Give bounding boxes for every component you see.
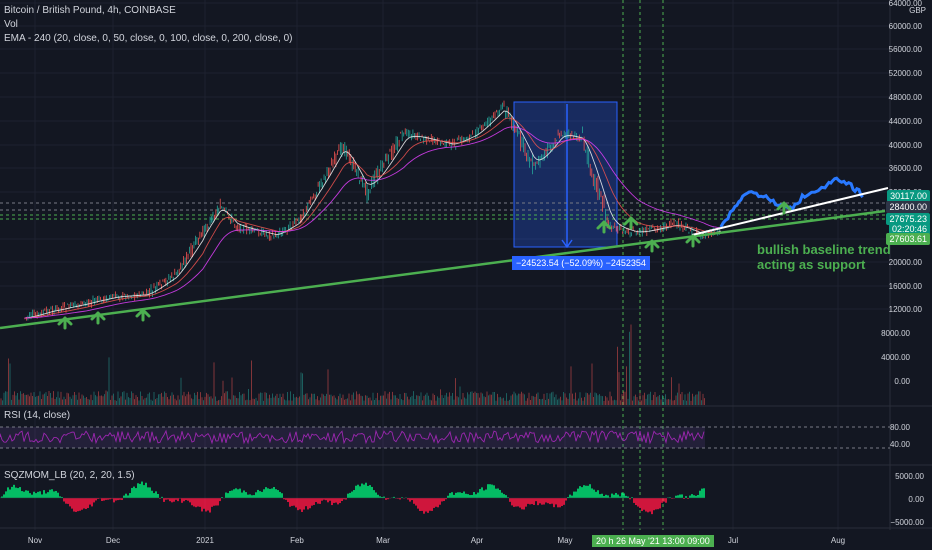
price-tag: 02:20:46 xyxy=(888,223,930,235)
support-arrow xyxy=(57,316,73,330)
price-tick-label: 20000.00 xyxy=(889,258,923,267)
price-tick-label: 64000.00 xyxy=(889,0,923,8)
support-arrow xyxy=(644,239,660,253)
measure-label: −24523.54 (−52.09%) −2452354 xyxy=(512,256,650,270)
price-tick-label: 12000.00 xyxy=(889,305,923,314)
sqz-tick-label: −5000.00 xyxy=(890,518,924,527)
support-arrow xyxy=(90,311,106,325)
rsi-tick-label: 40.00 xyxy=(890,440,911,449)
ema-label: EMA - 240 (20, close, 0, 50, close, 0, 1… xyxy=(4,33,293,44)
annotation-line-1: bullish baseline trend xyxy=(757,242,891,257)
price-tick-label: 48000.00 xyxy=(889,93,923,102)
price-tick-label: 16000.00 xyxy=(889,282,923,291)
volume-tick-label: 4000.00 xyxy=(881,353,910,362)
x-tick-label: Nov xyxy=(28,536,42,545)
price-tick-label: 36000.00 xyxy=(889,164,923,173)
support-arrow xyxy=(596,220,612,234)
price-tick-label: 40000.00 xyxy=(889,141,923,150)
annotation-line-2: acting as support xyxy=(757,257,866,272)
x-tick-label: 2021 xyxy=(196,536,214,545)
measure-box xyxy=(513,101,618,248)
price-tick-label: 44000.00 xyxy=(889,117,923,126)
sqz-tick-label: 0.00 xyxy=(908,495,924,504)
support-arrow xyxy=(685,234,701,248)
rsi-label: RSI (14, close) xyxy=(4,410,71,421)
support-arrow xyxy=(776,201,792,215)
support-arrow xyxy=(135,308,151,322)
rsi-tick-label: 80.00 xyxy=(890,423,911,432)
x-tick-label: Aug xyxy=(831,536,845,545)
price-tag: 30117.00 xyxy=(887,190,930,202)
volume-tick-label: 0.00 xyxy=(894,377,910,386)
price-tick-label: 60000.00 xyxy=(889,22,923,31)
upper-trendline xyxy=(691,187,889,236)
time-tag: 20 h 26 May '21 13:00 09:00 xyxy=(592,535,714,547)
rsi-line xyxy=(0,429,705,445)
currency-label: GBP xyxy=(909,6,926,15)
x-tick-label: Mar xyxy=(376,536,390,545)
measure-arrowhead xyxy=(561,239,573,249)
price-tag: 28400.00 xyxy=(886,201,930,213)
x-tick-label: May xyxy=(557,536,572,545)
symbol-title: Bitcoin / British Pound, 4h, COINBASE xyxy=(4,5,176,16)
volume-tick-label: 8000.00 xyxy=(881,329,910,338)
sqz-label: SQZMOM_LB (20, 2, 20, 1.5) xyxy=(4,470,135,481)
price-tick-label: 56000.00 xyxy=(889,45,923,54)
x-tick-label: Jul xyxy=(728,536,738,545)
annotation-text: bullish baseline trend acting as support xyxy=(757,242,891,272)
price-tag: 27675.23 xyxy=(886,213,930,225)
x-tick-label: Apr xyxy=(471,536,484,545)
support-arrow xyxy=(623,216,639,230)
x-tick-label: Dec xyxy=(106,536,120,545)
x-tick-label: Feb xyxy=(290,536,304,545)
price-tick-label: 52000.00 xyxy=(889,69,923,78)
price-tag: 27603.61 xyxy=(886,233,930,245)
ema-line xyxy=(24,126,721,319)
baseline-trendline xyxy=(0,209,886,330)
volume-label: Vol xyxy=(4,19,18,30)
projection-line xyxy=(719,176,864,228)
ema-line xyxy=(24,117,721,319)
ema-line xyxy=(24,110,721,319)
sqz-tick-label: 5000.00 xyxy=(895,472,924,481)
